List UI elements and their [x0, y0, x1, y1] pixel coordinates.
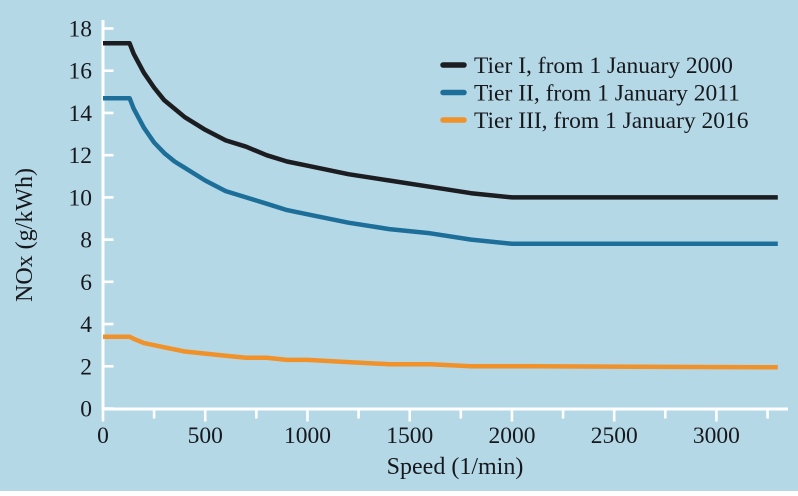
legend-item: Tier II, from 1 January 2011 [440, 81, 740, 107]
x-tick-label: 0 [97, 423, 109, 449]
curve-tier-3 [103, 334, 778, 370]
x-tick-label: 1000 [284, 423, 331, 449]
legend-item: Tier III, from 1 January 2016 [440, 108, 749, 134]
x-axis-title: Speed (1/min) [387, 454, 524, 480]
y-tick-label: 16 [69, 59, 93, 85]
y-tick-label: 2 [80, 354, 92, 380]
x-tick-label: 1500 [386, 423, 433, 449]
y-tick-label: 6 [80, 270, 92, 296]
y-axis-title: NOx (g/kWh) [12, 168, 38, 302]
x-tick-label: 500 [188, 423, 223, 449]
legend-item: Tier I, from 1 January 2000 [440, 53, 733, 79]
y-tick-label: 8 [80, 228, 92, 254]
curve-tier-1 [103, 41, 778, 200]
curve-tier-2 [103, 95, 778, 247]
y-tick-label: 14 [69, 101, 93, 127]
legend-label: Tier III, from 1 January 2016 [474, 108, 749, 134]
y-tick-label: 4 [80, 312, 92, 338]
tick-labels: 0 500 1000 1500 2000 2500 3000 0 2 4 6 8 10 12 14 16 18 [69, 17, 740, 450]
x-tick-label: 2500 [591, 423, 638, 449]
data-curves [103, 41, 778, 370]
y-tick-label: 18 [69, 17, 93, 43]
axes [101, 20, 788, 422]
y-tick-label: 10 [69, 185, 93, 211]
y-tick-label: 0 [80, 397, 92, 423]
x-tick-label: 3000 [693, 423, 740, 449]
legend-label: Tier II, from 1 January 2011 [474, 81, 740, 107]
legend-label: Tier I, from 1 January 2000 [474, 53, 733, 79]
x-tick-label: 2000 [488, 423, 535, 449]
y-tick-label: 12 [69, 143, 93, 169]
